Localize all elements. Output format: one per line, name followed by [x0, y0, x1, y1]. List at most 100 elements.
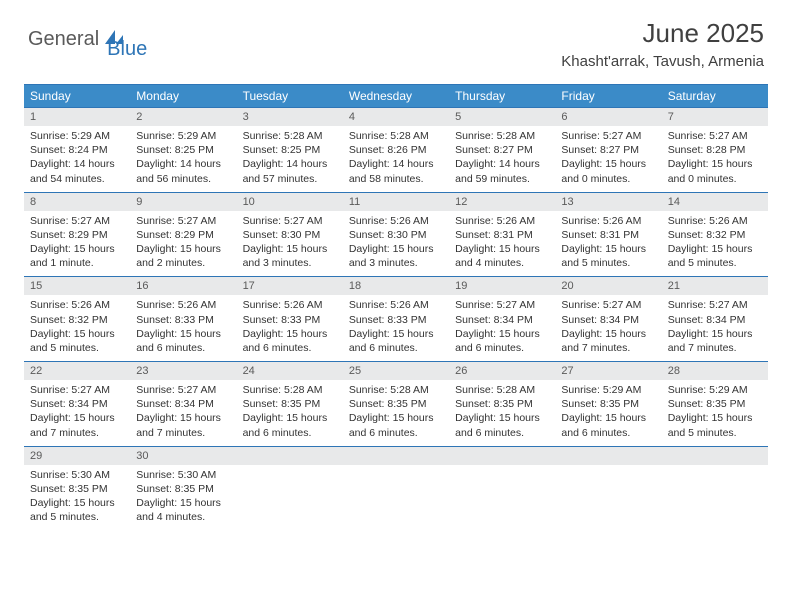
day-cell: 27Sunrise: 5:29 AMSunset: 8:35 PMDayligh…	[555, 362, 661, 446]
sunset-text: Sunset: 8:29 PM	[136, 228, 230, 242]
daylight-text: Daylight: 14 hours and 58 minutes.	[349, 157, 443, 185]
day-cell: 9 Sunrise: 5:27 AMSunset: 8:29 PMDaylight…	[130, 193, 236, 277]
day-number	[555, 447, 661, 465]
day-number: 16	[130, 277, 236, 295]
day-body: Sunrise: 5:29 AMSunset: 8:24 PMDaylight:…	[24, 126, 130, 192]
daylight-text: Daylight: 15 hours and 4 minutes.	[455, 242, 549, 270]
sunset-text: Sunset: 8:35 PM	[243, 397, 337, 411]
day-cell: 7Sunrise: 5:27 AMSunset: 8:28 PMDaylight…	[662, 108, 768, 192]
logo-text-general: General	[28, 28, 99, 51]
sunrise-text: Sunrise: 5:27 AM	[136, 214, 230, 228]
sunrise-text: Sunrise: 5:27 AM	[668, 129, 762, 143]
daylight-text: Daylight: 15 hours and 0 minutes.	[668, 157, 762, 185]
sunrise-text: Sunrise: 5:28 AM	[349, 129, 443, 143]
calendar: SundayMondayTuesdayWednesdayThursdayFrid…	[24, 84, 768, 530]
day-body: Sunrise: 5:27 AMSunset: 8:34 PMDaylight:…	[662, 295, 768, 361]
daylight-text: Daylight: 15 hours and 6 minutes.	[349, 411, 443, 439]
sunset-text: Sunset: 8:30 PM	[243, 228, 337, 242]
day-body: Sunrise: 5:28 AMSunset: 8:35 PMDaylight:…	[343, 380, 449, 446]
sunset-text: Sunset: 8:30 PM	[349, 228, 443, 242]
day-cell: 23Sunrise: 5:27 AMSunset: 8:34 PMDayligh…	[130, 362, 236, 446]
sunrise-text: Sunrise: 5:27 AM	[30, 214, 124, 228]
day-number: 6	[555, 108, 661, 126]
sunrise-text: Sunrise: 5:30 AM	[136, 468, 230, 482]
day-cell: 18Sunrise: 5:26 AMSunset: 8:33 PMDayligh…	[343, 277, 449, 361]
daylight-text: Daylight: 15 hours and 6 minutes.	[455, 411, 549, 439]
day-cell: 1Sunrise: 5:29 AMSunset: 8:24 PMDaylight…	[24, 108, 130, 192]
day-body: Sunrise: 5:26 AMSunset: 8:33 PMDaylight:…	[237, 295, 343, 361]
day-cell: 16 Sunrise: 5:26 AMSunset: 8:33 PMDayligh…	[130, 277, 236, 361]
location-text: Khasht'arrak, Tavush, Armenia	[561, 53, 764, 70]
day-number: 2	[130, 108, 236, 126]
day-body: Sunrise: 5:28 AMSunset: 8:25 PMDaylight:…	[237, 126, 343, 192]
day-cell: 25Sunrise: 5:28 AMSunset: 8:35 PMDayligh…	[343, 362, 449, 446]
daylight-text: Daylight: 15 hours and 5 minutes.	[30, 496, 124, 524]
daylight-text: Daylight: 14 hours and 57 minutes.	[243, 157, 337, 185]
sunrise-text: Sunrise: 5:27 AM	[455, 298, 549, 312]
day-cell: 22Sunrise: 5:27 AMSunset: 8:34 PMDayligh…	[24, 362, 130, 446]
sunrise-text: Sunrise: 5:26 AM	[136, 298, 230, 312]
weekday-header: Friday	[555, 85, 661, 107]
day-cell: 2Sunrise: 5:29 AMSunset: 8:25 PMDaylight…	[130, 108, 236, 192]
day-number: 5	[449, 108, 555, 126]
day-number: 22	[24, 362, 130, 380]
day-body: Sunrise: 5:27 AMSunset: 8:28 PMDaylight:…	[662, 126, 768, 192]
day-cell: 3Sunrise: 5:28 AMSunset: 8:25 PMDaylight…	[237, 108, 343, 192]
sunset-text: Sunset: 8:33 PM	[243, 313, 337, 327]
day-number	[343, 447, 449, 465]
day-body: Sunrise: 5:29 AMSunset: 8:35 PMDaylight:…	[662, 380, 768, 446]
sunrise-text: Sunrise: 5:28 AM	[243, 383, 337, 397]
day-number: 1	[24, 108, 130, 126]
daylight-text: Daylight: 15 hours and 6 minutes.	[349, 327, 443, 355]
day-body: Sunrise: 5:27 AMSunset: 8:34 PMDaylight:…	[555, 295, 661, 361]
sunset-text: Sunset: 8:34 PM	[30, 397, 124, 411]
day-body: Sunrise: 5:26 AMSunset: 8:31 PMDaylight:…	[449, 211, 555, 277]
daylight-text: Daylight: 15 hours and 2 minutes.	[136, 242, 230, 270]
sunrise-text: Sunrise: 5:26 AM	[349, 214, 443, 228]
day-number	[449, 447, 555, 465]
day-cell: 30Sunrise: 5:30 AMSunset: 8:35 PMDayligh…	[130, 447, 236, 531]
sunset-text: Sunset: 8:32 PM	[30, 313, 124, 327]
day-number: 8	[24, 193, 130, 211]
day-number: 9	[130, 193, 236, 211]
day-cell: 20Sunrise: 5:27 AMSunset: 8:34 PMDayligh…	[555, 277, 661, 361]
day-cell: 12Sunrise: 5:26 AMSunset: 8:31 PMDayligh…	[449, 193, 555, 277]
weekday-header: Monday	[130, 85, 236, 107]
sunset-text: Sunset: 8:33 PM	[136, 313, 230, 327]
daylight-text: Daylight: 15 hours and 4 minutes.	[136, 496, 230, 524]
day-body: Sunrise: 5:26 AMSunset: 8:30 PMDaylight:…	[343, 211, 449, 277]
sunrise-text: Sunrise: 5:27 AM	[243, 214, 337, 228]
daylight-text: Daylight: 15 hours and 6 minutes.	[136, 327, 230, 355]
day-body: Sunrise: 5:27 AMSunset: 8:29 PMDaylight:…	[24, 211, 130, 277]
daylight-text: Daylight: 15 hours and 6 minutes.	[243, 411, 337, 439]
week-row: 1Sunrise: 5:29 AMSunset: 8:24 PMDaylight…	[24, 107, 768, 192]
day-body: Sunrise: 5:28 AMSunset: 8:35 PMDaylight:…	[237, 380, 343, 446]
sunrise-text: Sunrise: 5:26 AM	[349, 298, 443, 312]
day-number: 11	[343, 193, 449, 211]
daylight-text: Daylight: 14 hours and 54 minutes.	[30, 157, 124, 185]
day-body: Sunrise: 5:26 AMSunset: 8:32 PMDaylight:…	[24, 295, 130, 361]
sunset-text: Sunset: 8:26 PM	[349, 143, 443, 157]
day-cell	[343, 447, 449, 531]
sunset-text: Sunset: 8:27 PM	[455, 143, 549, 157]
sunset-text: Sunset: 8:31 PM	[561, 228, 655, 242]
sunset-text: Sunset: 8:35 PM	[668, 397, 762, 411]
sunrise-text: Sunrise: 5:26 AM	[455, 214, 549, 228]
day-number: 19	[449, 277, 555, 295]
sunrise-text: Sunrise: 5:28 AM	[243, 129, 337, 143]
day-body: Sunrise: 5:27 AMSunset: 8:34 PMDaylight:…	[24, 380, 130, 446]
sunrise-text: Sunrise: 5:28 AM	[349, 383, 443, 397]
day-cell: 17Sunrise: 5:26 AMSunset: 8:33 PMDayligh…	[237, 277, 343, 361]
sunset-text: Sunset: 8:35 PM	[349, 397, 443, 411]
day-number: 3	[237, 108, 343, 126]
daylight-text: Daylight: 15 hours and 0 minutes.	[561, 157, 655, 185]
daylight-text: Daylight: 15 hours and 5 minutes.	[668, 411, 762, 439]
daylight-text: Daylight: 15 hours and 7 minutes.	[561, 327, 655, 355]
day-number: 4	[343, 108, 449, 126]
day-body: Sunrise: 5:30 AMSunset: 8:35 PMDaylight:…	[130, 465, 236, 531]
day-number: 25	[343, 362, 449, 380]
day-cell: 13Sunrise: 5:26 AMSunset: 8:31 PMDayligh…	[555, 193, 661, 277]
day-body: Sunrise: 5:28 AMSunset: 8:26 PMDaylight:…	[343, 126, 449, 192]
day-number: 17	[237, 277, 343, 295]
day-body: Sunrise: 5:28 AMSunset: 8:27 PMDaylight:…	[449, 126, 555, 192]
